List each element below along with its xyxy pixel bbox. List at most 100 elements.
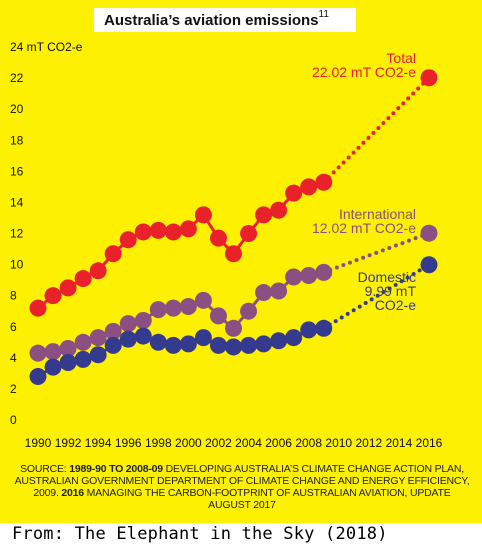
data-point-total [104, 245, 122, 263]
data-point-domestic [89, 346, 107, 364]
data-point-total [209, 229, 227, 247]
data-point-domestic [240, 336, 258, 354]
data-point-international [104, 322, 122, 340]
x-tick-label: 2012 [355, 436, 382, 450]
data-point-international [119, 315, 137, 333]
chart-title-footnote: 11 [318, 9, 329, 20]
data-point-international [74, 333, 92, 351]
y-tick-label: 6 [10, 320, 17, 334]
data-point-international [225, 319, 242, 337]
data-point-international [300, 266, 318, 284]
chart-title-text: Australia’s aviation emissions [104, 12, 319, 29]
data-point-total [300, 178, 318, 196]
data-point-total [240, 225, 258, 242]
x-tick-label: 1996 [115, 436, 142, 450]
source-note-part: MANAGING THE CARBON-FOOTPRINT OF AUSTRAL… [83, 487, 451, 511]
x-tick-label: 1992 [55, 436, 82, 450]
chart-title: Australia’s aviation emissions11 [104, 9, 329, 29]
data-point-total [179, 220, 197, 238]
data-point-domestic [44, 358, 62, 376]
data-point-international [164, 299, 182, 317]
data-point-total [420, 69, 438, 87]
y-tick-label: 0 [10, 413, 17, 427]
data-point-international [134, 312, 152, 330]
source-note: SOURCE: 1989-90 TO 2008-09 DEVELOPING AU… [12, 463, 472, 511]
series-label-international: 12.02 mT CO2-e [312, 220, 416, 236]
data-point-domestic [59, 353, 77, 371]
y-tick-label: 8 [10, 289, 17, 303]
data-point-total [149, 221, 167, 239]
data-point-international [179, 298, 197, 316]
data-point-international [255, 284, 273, 302]
data-point-domestic [300, 321, 318, 339]
data-point-international [209, 307, 227, 325]
data-point-total [270, 201, 288, 219]
y-tick-label: 2 [10, 382, 17, 396]
data-point-total [134, 223, 152, 241]
source-note-part: 1989-90 TO 2008-09 [69, 463, 163, 475]
data-point-domestic [315, 319, 333, 337]
data-point-domestic [119, 330, 137, 348]
data-point-domestic [209, 336, 227, 354]
data-point-domestic [164, 336, 182, 354]
data-point-domestic [74, 350, 92, 368]
series-label-domestic: CO2-e [375, 297, 416, 313]
data-point-total [44, 287, 62, 305]
data-point-total [119, 231, 137, 249]
y-tick-label: 4 [10, 351, 17, 365]
data-point-international [59, 340, 77, 358]
x-tick-label: 2000 [175, 436, 202, 450]
data-point-total [255, 206, 273, 224]
series-label-international: International [339, 206, 416, 222]
data-point-international [285, 268, 303, 286]
x-tick-label: 2016 [416, 436, 443, 450]
x-tick-label: 2010 [325, 436, 352, 450]
y-tick-label: 18 [10, 133, 24, 147]
data-point-international [194, 291, 212, 309]
data-point-domestic [255, 335, 273, 353]
x-tick-label: 1994 [85, 436, 112, 450]
y-tick-label: 20 [10, 102, 24, 116]
data-point-international [29, 344, 47, 362]
data-point-domestic [104, 336, 122, 354]
x-tick-label: 1990 [25, 436, 52, 450]
data-point-international [149, 301, 167, 319]
data-point-domestic [194, 329, 212, 347]
data-point-international [270, 282, 288, 300]
source-note-part: 2016 [61, 487, 84, 499]
credit-line: From: The Elephant in the Sky (2018) [12, 524, 388, 544]
data-point-international [89, 329, 107, 347]
data-point-total [315, 173, 333, 191]
data-point-domestic [179, 335, 197, 353]
x-tick-label: 2008 [295, 436, 322, 450]
series-projection-domestic [321, 262, 431, 331]
data-point-total [29, 299, 47, 317]
x-tick-label: 1998 [145, 436, 172, 450]
data-point-international [420, 224, 438, 242]
title-box: Australia’s aviation emissions11 [94, 8, 356, 32]
data-point-domestic [29, 367, 47, 385]
x-tick-label: 2006 [265, 436, 292, 450]
data-point-international [44, 343, 62, 361]
source-note-part: SOURCE: [20, 463, 70, 475]
y-tick-label: 10 [10, 258, 24, 272]
series-label-domestic: 9.99 mT [365, 283, 417, 299]
data-point-domestic [285, 329, 303, 347]
series-projection-international [321, 231, 431, 275]
y-tick-label: 24 mT CO2-e [10, 40, 83, 54]
y-tick-label: 22 [10, 71, 24, 85]
data-point-total [74, 270, 92, 288]
data-point-domestic [270, 332, 288, 350]
data-point-total [59, 279, 77, 297]
series-label-total: Total [386, 50, 416, 66]
series-projection-total [321, 75, 431, 185]
data-point-total [194, 206, 212, 224]
data-point-domestic [225, 338, 242, 356]
data-point-domestic [134, 327, 152, 345]
data-point-international [315, 263, 333, 281]
data-point-total [89, 262, 107, 280]
data-point-domestic [149, 333, 167, 351]
data-point-total [285, 184, 303, 202]
x-tick-label: 2002 [205, 436, 232, 450]
